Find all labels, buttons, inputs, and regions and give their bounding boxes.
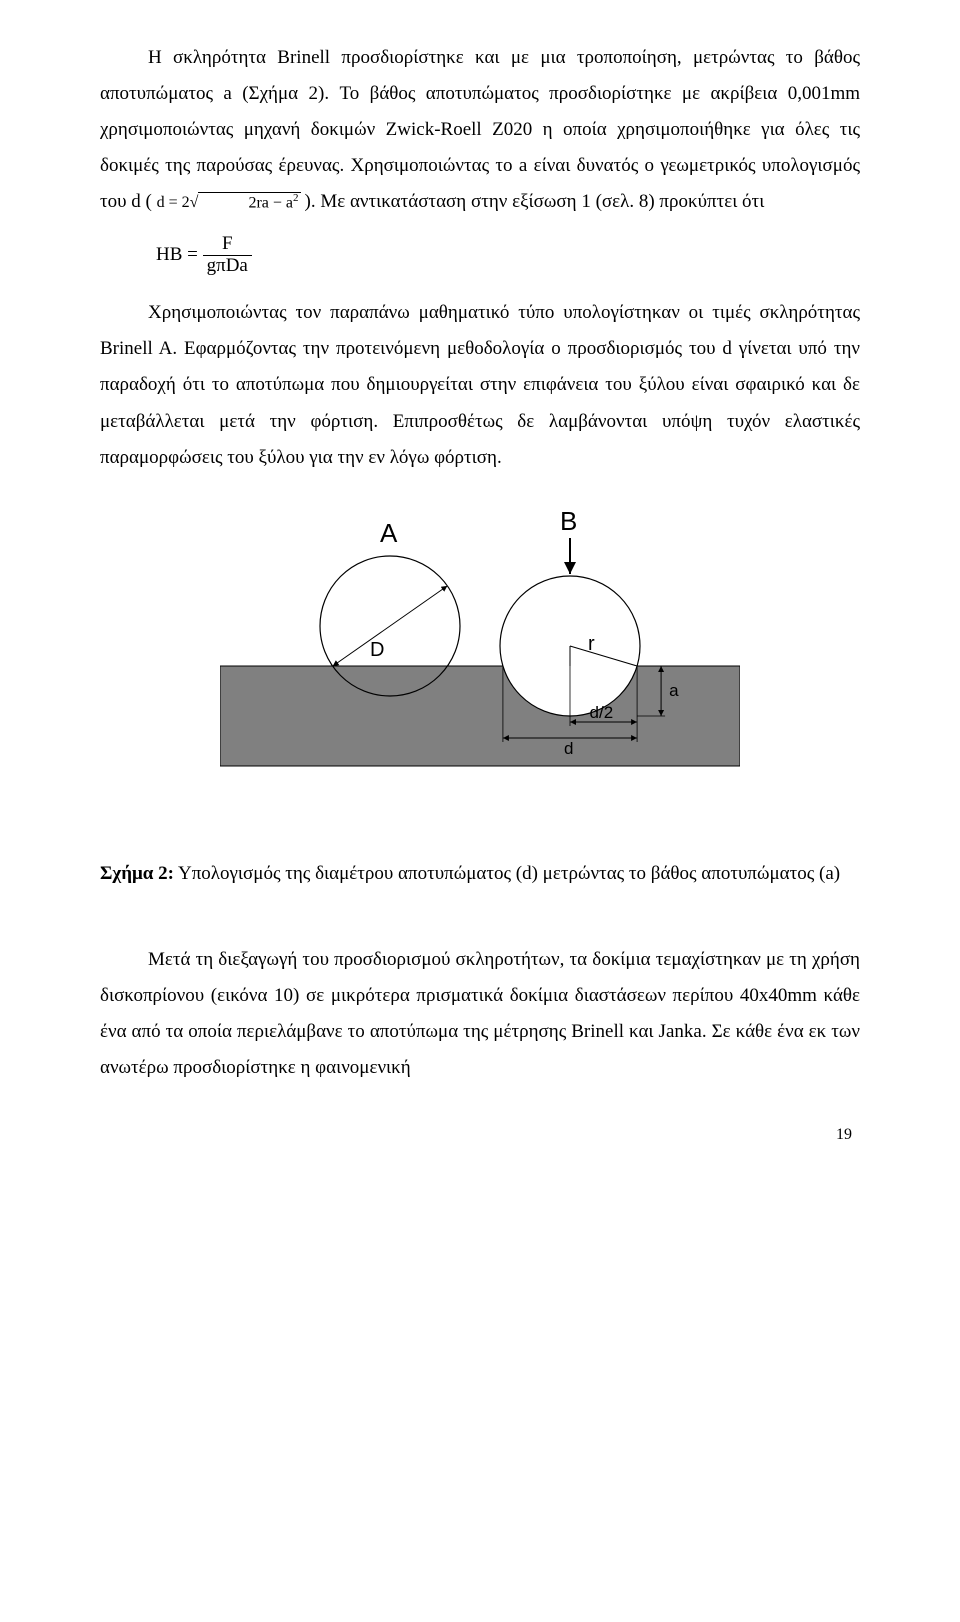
fraction-numerator: F: [203, 234, 252, 256]
formula-lhs: HB =: [156, 244, 198, 265]
p2-text: Χρησιμοποιώντας τον παραπάνω μαθηματικό …: [100, 302, 860, 467]
sqrt-inner: 2ra − a: [248, 194, 293, 211]
display-formula: HB = F gπDa: [100, 234, 860, 277]
figure-svg: D A Br d/2 d a: [220, 506, 740, 796]
page-number: 19: [100, 1126, 860, 1144]
p1-text-2: ). Με αντικατάσταση στην εξίσωση 1 (σελ.…: [305, 191, 765, 212]
svg-text:B: B: [560, 506, 577, 536]
svg-text:r: r: [588, 633, 595, 655]
svg-text:d/2: d/2: [590, 703, 614, 722]
sqrt-sign: √: [190, 194, 199, 211]
paragraph-1: Η σκληρότητα Brinell προσδιορίστηκε και …: [100, 40, 860, 220]
figure-2: D A Br d/2 d a: [100, 506, 860, 796]
svg-text:d: d: [564, 739, 573, 758]
p3-text: Μετά τη διεξαγωγή του προσδιορισμού σκλη…: [100, 949, 860, 1078]
caption-text: Υπολογισμός της διαμέτρου αποτυπώματος (…: [174, 863, 840, 884]
formula-fraction: F gπDa: [203, 234, 252, 277]
svg-text:A: A: [380, 518, 398, 548]
eq-lhs: d = 2: [157, 194, 190, 211]
paragraph-2: Χρησιμοποιώντας τον παραπάνω μαθηματικό …: [100, 295, 860, 475]
svg-text:a: a: [669, 681, 679, 700]
p1-text: Η σκληρότητα Brinell προσδιορίστηκε και …: [100, 47, 860, 212]
inline-equation: d = 2√2ra − a2: [157, 194, 305, 211]
fraction-denominator: gπDa: [203, 256, 252, 277]
svg-text:D: D: [370, 639, 384, 661]
figure-caption: Σχήμα 2: Υπολογισμός της διαμέτρου αποτυ…: [100, 856, 860, 892]
sqrt-arg: 2ra − a2: [198, 192, 300, 211]
paragraph-3: Μετά τη διεξαγωγή του προσδιορισμού σκλη…: [100, 942, 860, 1086]
sqrt-exp: 2: [293, 192, 299, 204]
caption-bold: Σχήμα 2:: [100, 863, 174, 884]
